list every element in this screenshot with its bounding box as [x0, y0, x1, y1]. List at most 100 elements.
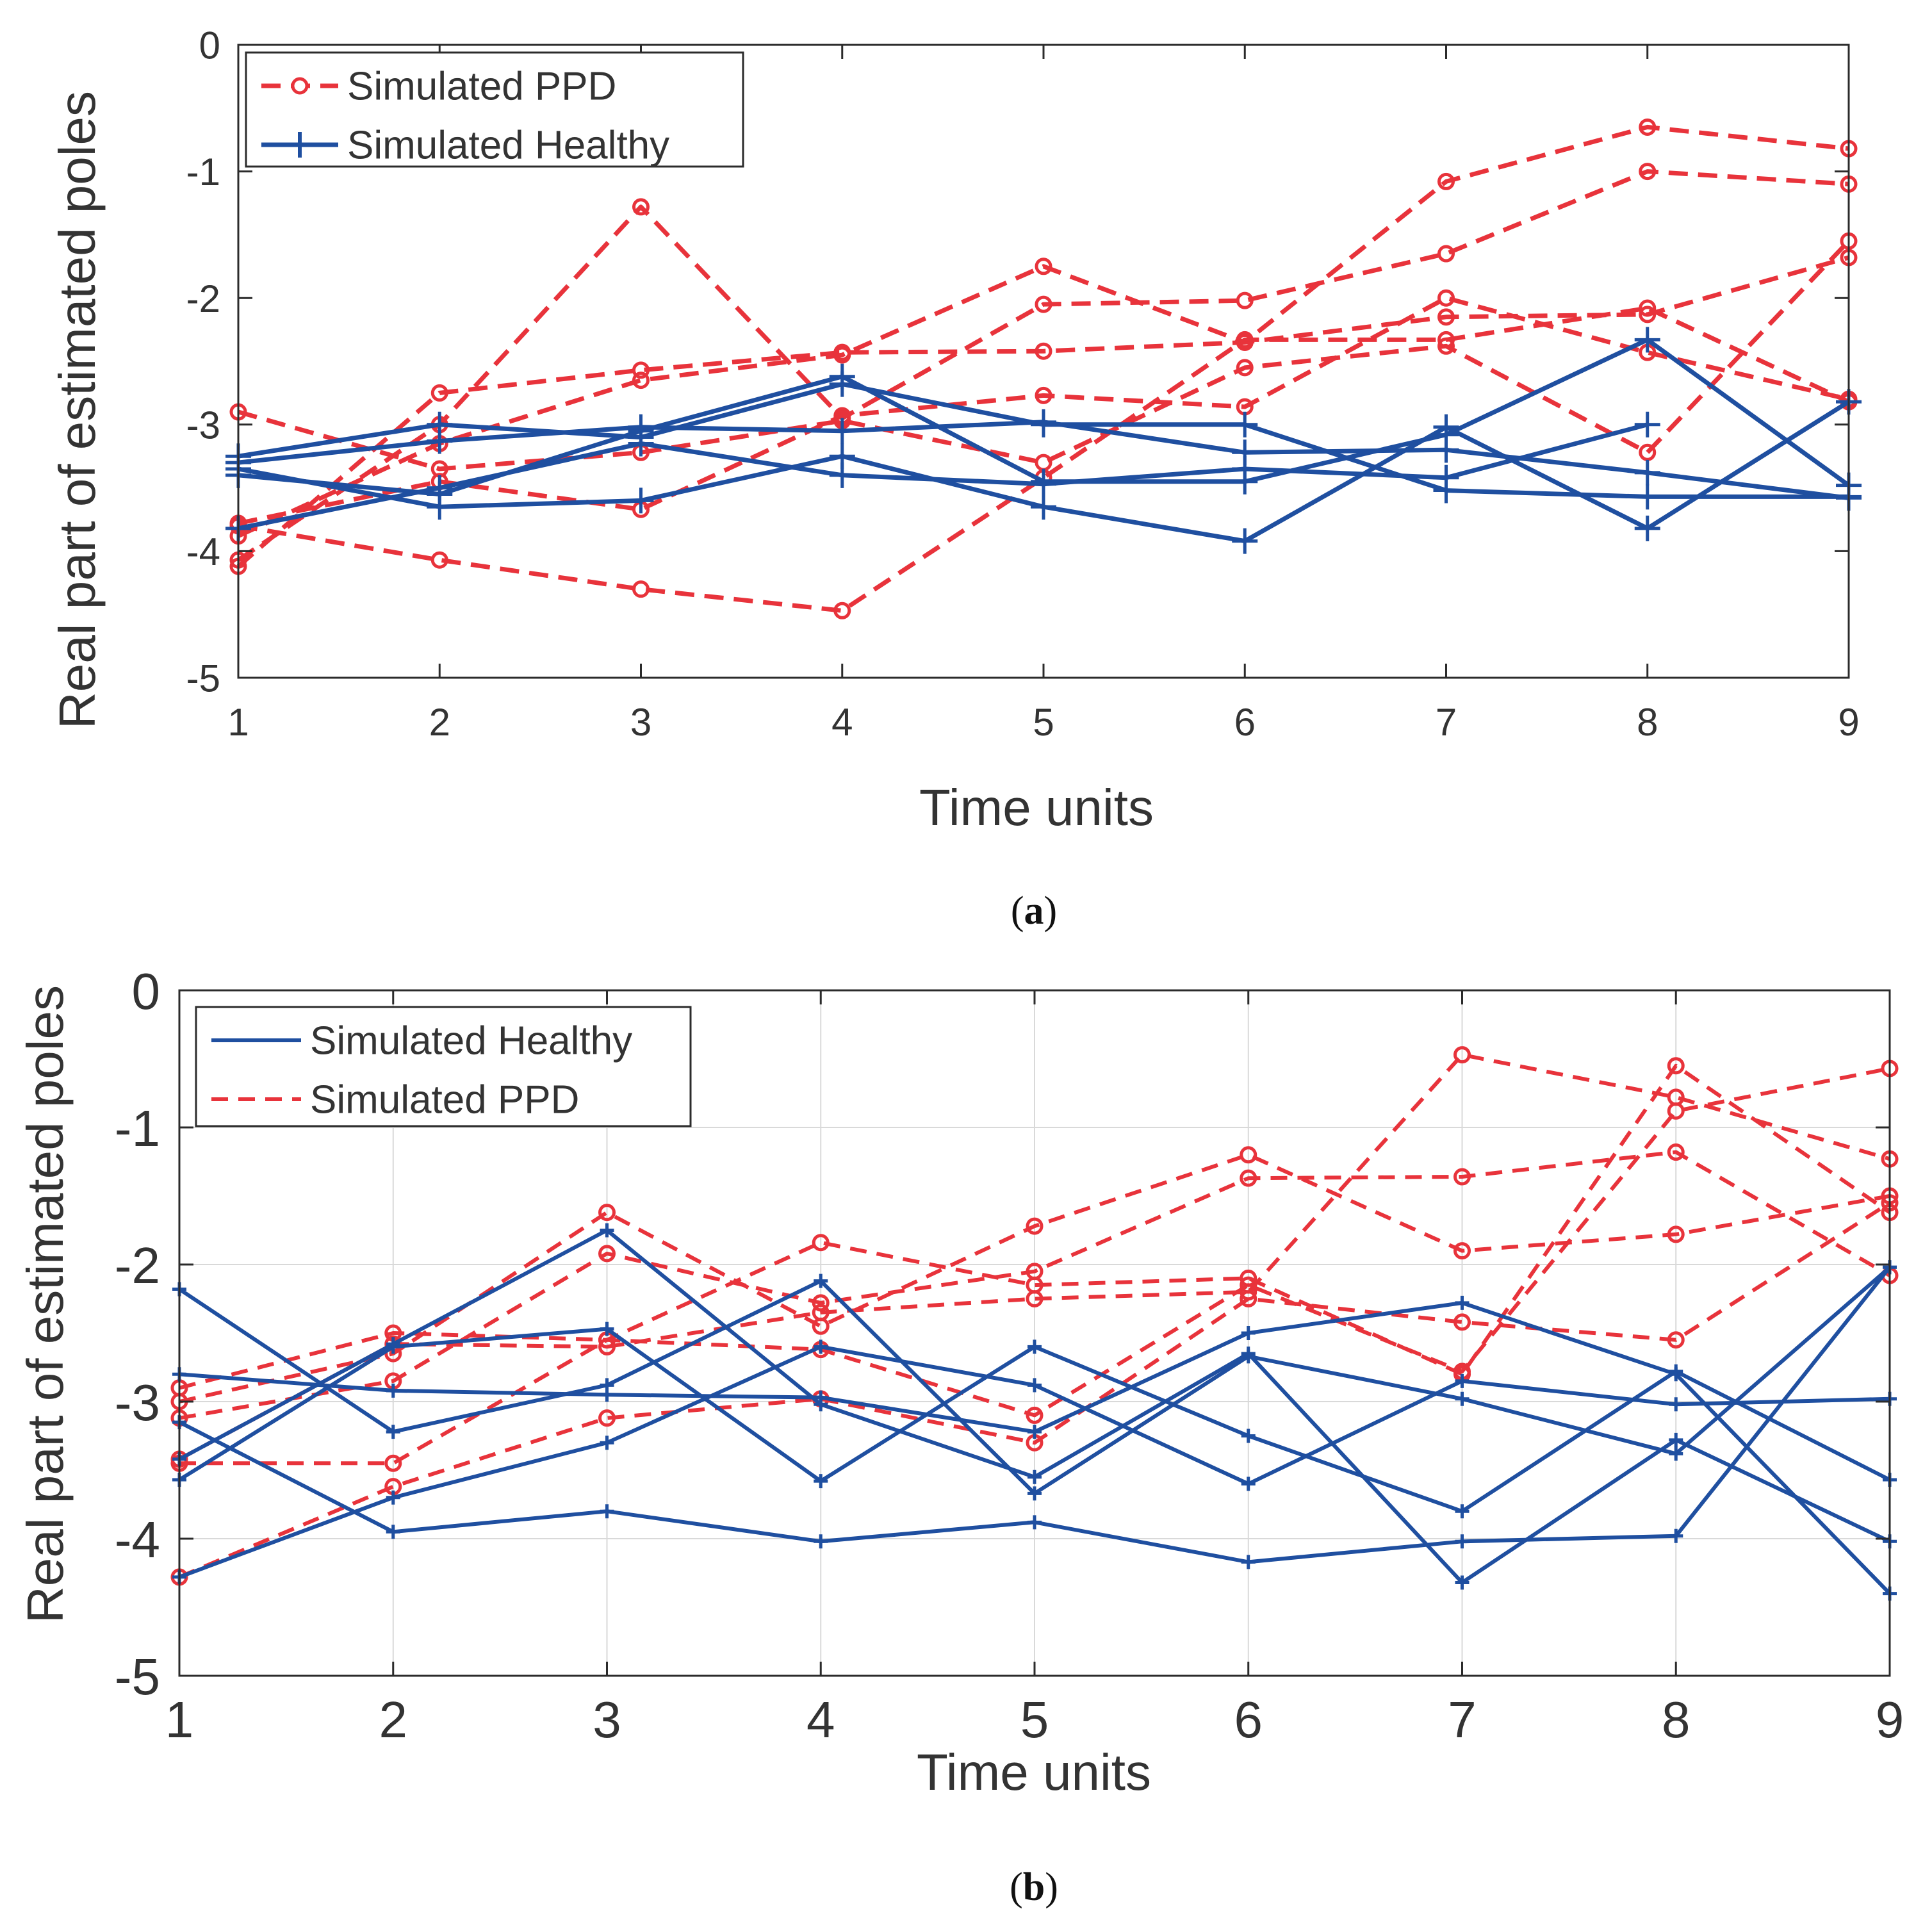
- ppd-data-point: [632, 198, 650, 216]
- x-tick-label: 7: [1448, 1691, 1477, 1748]
- ppd-data-point: [1437, 331, 1455, 348]
- healthy-data-point: [814, 1534, 828, 1549]
- healthy-data-point: [386, 1490, 400, 1505]
- legend: Simulated PPD Simulated Healthy: [245, 51, 744, 168]
- healthy-data-point: [386, 1337, 400, 1352]
- healthy-data-point: [814, 1397, 828, 1412]
- y-tick-label: 0: [199, 24, 220, 67]
- ppd-series-line: [236, 124, 1849, 568]
- healthy-data-point: [1634, 411, 1660, 438]
- legend-label: Simulated Healthy: [310, 1019, 632, 1063]
- ppd-data-point: [812, 1294, 830, 1312]
- x-axis-label: Time units: [919, 779, 1154, 836]
- ppd-data-point: [1035, 258, 1052, 275]
- ppd-data-point: [1240, 1283, 1257, 1301]
- y-tick-label: -2: [186, 277, 220, 320]
- ppd-data-point: [1437, 172, 1455, 190]
- ppd-data-point: [598, 1409, 616, 1427]
- ppd-data-point: [1639, 118, 1657, 136]
- x-tick-label: 9: [1838, 701, 1859, 744]
- healthy-data-point: [814, 1273, 828, 1288]
- healthy-data-point: [1634, 459, 1660, 486]
- chart-panel-a: 1 2 3 4 5 6 7 8 9 0 -1 -2 -3 -4 -5 Time units Real part …: [49, 24, 1862, 933]
- healthy-data-point: [1241, 1326, 1256, 1340]
- x-axis-label: Time units: [917, 1744, 1151, 1801]
- legend: Simulated Healthy Simulated PPD: [195, 1006, 692, 1127]
- healthy-data-point: [829, 462, 855, 488]
- ppd-data-point: [1667, 1331, 1685, 1349]
- ppd-data-point: [833, 346, 851, 364]
- healthy-data-point: [628, 430, 654, 457]
- x-tick-label: 1: [227, 701, 249, 744]
- healthy-data-point: [1669, 1397, 1683, 1412]
- ppd-data-point: [1035, 342, 1052, 360]
- healthy-data-point: [1232, 455, 1258, 482]
- healthy-data-point: [386, 1525, 400, 1539]
- healthy-data-point: [1634, 484, 1660, 510]
- x-tick-label: 8: [1637, 701, 1658, 744]
- caption-letter: a: [1024, 889, 1044, 933]
- healthy-data-point: [427, 475, 453, 501]
- ppd-data-point: [1236, 291, 1254, 309]
- ppd-series-line: [179, 1067, 1890, 1466]
- legend-ppd-marker: [291, 77, 309, 95]
- y-axis-label: Real part of estimated poles: [17, 985, 74, 1623]
- x-tick-label: 4: [831, 701, 853, 744]
- y-tick-label: -3: [115, 1374, 160, 1431]
- x-tick-label: 5: [1033, 701, 1054, 744]
- ppd-data-point: [1026, 1217, 1044, 1235]
- ppd-data-point: [812, 1234, 830, 1252]
- x-tick-label: 2: [379, 1691, 408, 1748]
- ppd-data-point: [1035, 295, 1052, 313]
- legend-label: Simulated PPD: [310, 1078, 579, 1122]
- x-tick-label: 1: [165, 1691, 194, 1748]
- y-tick-label: -3: [186, 404, 220, 446]
- caption-paren-close: ): [1044, 889, 1058, 933]
- healthy-data-point: [427, 428, 453, 454]
- chart-panel-b: 1 2 3 4 5 6 7 8 9 0 -1 -2 -3 -4 -5 Time units Real part …: [17, 963, 1904, 1909]
- healthy-data-point: [600, 1436, 614, 1450]
- ppd-data-point: [1240, 1290, 1257, 1307]
- healthy-data-point: [600, 1322, 614, 1336]
- healthy-data-point: [1241, 1555, 1256, 1569]
- ppd-data-point: [1667, 1225, 1685, 1243]
- caption-paren-open: (: [1010, 1865, 1023, 1909]
- panel-caption: (a): [1011, 889, 1057, 933]
- healthy-data-point: [1027, 1378, 1042, 1393]
- y-tick-label: 0: [132, 963, 161, 1020]
- ppd-series-line: [179, 1150, 1891, 1420]
- legend-box: [195, 1006, 692, 1127]
- caption-letter: b: [1023, 1865, 1045, 1909]
- healthy-data-point: [1241, 1429, 1256, 1443]
- healthy-data-point: [1027, 1469, 1042, 1484]
- x-tick-label: 3: [630, 701, 651, 744]
- x-tick-label: 8: [1662, 1691, 1690, 1748]
- healthy-data-point: [1433, 414, 1459, 440]
- ppd-data-point: [1667, 1057, 1685, 1075]
- ppd-data-point: [1453, 1313, 1471, 1331]
- healthy-data-point: [1027, 1339, 1042, 1354]
- healthy-data-point: [1232, 528, 1258, 554]
- y-tick-label: -5: [115, 1648, 160, 1705]
- y-tick-label: -5: [186, 657, 220, 700]
- healthy-data-point: [1455, 1575, 1469, 1590]
- x-tick-label: 7: [1436, 701, 1457, 744]
- healthy-data-point: [814, 1339, 828, 1354]
- ppd-data-point: [1437, 308, 1455, 326]
- x-tick-label: 9: [1876, 1691, 1904, 1748]
- y-tick-label: -2: [115, 1237, 160, 1294]
- healthy-data-point: [600, 1223, 614, 1238]
- ppd-series-line: [237, 169, 1849, 562]
- ppd-data-point: [632, 580, 650, 598]
- healthy-data-point: [1455, 1373, 1469, 1388]
- healthy-data-point: [1455, 1391, 1469, 1406]
- ppd-data-point: [1667, 1102, 1685, 1120]
- healthy-data-point: [600, 1388, 614, 1402]
- ppd-data-point: [1035, 386, 1052, 404]
- healthy-data-point: [1669, 1528, 1683, 1543]
- legend-box: [245, 51, 744, 168]
- ppd-series-line: [237, 255, 1849, 538]
- x-tick-label: 3: [593, 1691, 621, 1748]
- y-tick-label: -4: [186, 530, 220, 573]
- ppd-data-point: [598, 1204, 616, 1222]
